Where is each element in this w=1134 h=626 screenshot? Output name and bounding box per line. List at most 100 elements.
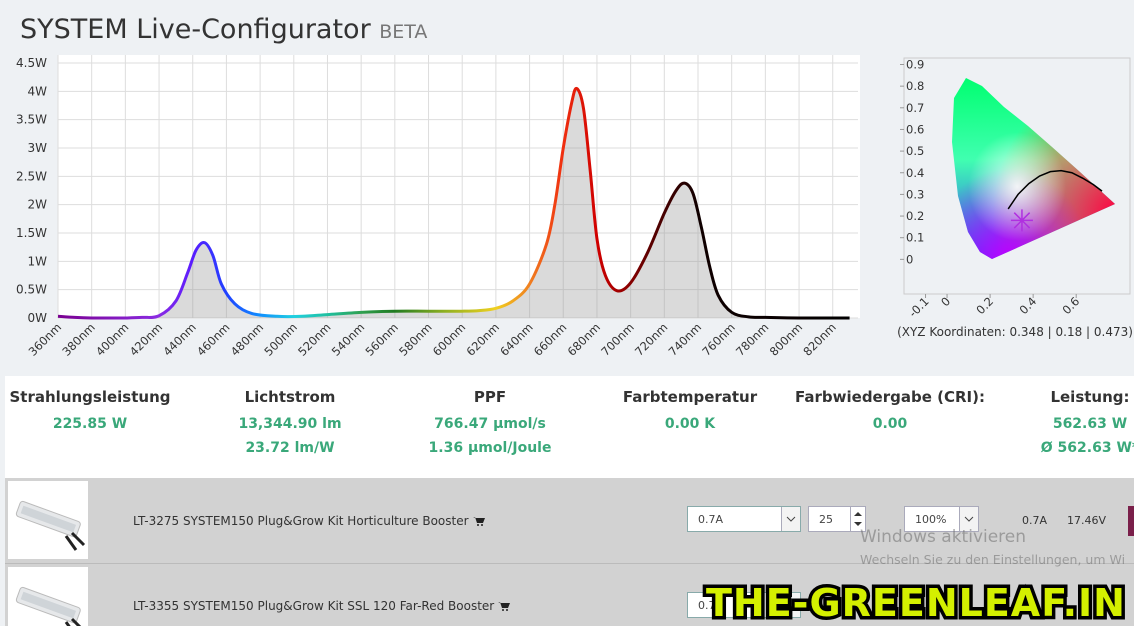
stat-value: 225.85 W	[52, 416, 128, 432]
y-tick-label: 1W	[28, 254, 48, 268]
y-tick-label: 0.4	[906, 166, 924, 180]
dim-value: 100%	[915, 513, 947, 526]
x-tick-label: 760nm	[699, 320, 738, 359]
y-tick-label: 0.8	[906, 79, 924, 93]
cie-chart: 0 0.1 0.2 0.3 0.4 0.5 0.6 0.7 0.8 0.9 -0.1 0 0.2 0.4 0…	[900, 57, 1131, 320]
y-tick-label: 0.1	[906, 231, 924, 245]
volts: 17.46V	[1067, 514, 1107, 527]
x-tick-label: 620nm	[464, 320, 503, 359]
x-tick-label: 400nm	[93, 320, 132, 359]
x-tick-label: -0.1	[906, 294, 932, 320]
select-caret	[781, 593, 800, 617]
watermark-text: Wechseln Sie zu den Einstellungen, um Wi	[860, 552, 1126, 567]
y-tick-label: 3.5W	[16, 113, 47, 127]
stat-value: 0.00 K	[664, 416, 716, 432]
x-tick-label: 800nm	[767, 320, 806, 359]
product-row: LT-3275 SYSTEM150 Plug&Grow Kit Horticul…	[5, 478, 1134, 564]
x-tick-label: 520nm	[295, 320, 334, 359]
x-tick-label: 440nm	[160, 320, 199, 359]
dim-select[interactable]: 100%	[904, 506, 979, 532]
stat-value: 13,344.90 lm	[238, 416, 342, 432]
x-tick-label: 820nm	[800, 320, 839, 359]
cie-gamut	[952, 78, 1115, 259]
y-tick-label: 4.5W	[16, 56, 47, 70]
stat-value: 0.00	[872, 416, 908, 432]
x-tick-label: 580nm	[396, 320, 435, 359]
y-tick-label: 0.5	[906, 144, 924, 158]
x-tick-label: 420nm	[127, 320, 166, 359]
stat-label: Farbtemperatur	[622, 388, 758, 406]
stat-label: Leistung:	[1050, 388, 1130, 406]
product-name: LT-3355 SYSTEM150 Plug&Grow Kit SSL 120 …	[133, 599, 511, 613]
stat: Lichtstrom 13,344.90 lm 23.72 lm/W	[190, 388, 390, 460]
title-text: SYSTEM Live-Configurator	[20, 14, 371, 45]
product-name-text: LT-3275 SYSTEM150 Plug&Grow Kit Horticul…	[133, 514, 469, 528]
y-tick-label: 2W	[28, 198, 48, 212]
color-point	[1010, 209, 1033, 232]
current-value: 0.7A	[698, 513, 724, 526]
count-input[interactable]: 25	[808, 506, 866, 532]
x-tick-label: 0	[938, 294, 953, 309]
current-select[interactable]: 0.7A	[687, 506, 801, 532]
x-tick-label: 380nm	[59, 320, 98, 359]
x-tick-label: 0.6	[1059, 294, 1082, 317]
x-tick-label: 600nm	[430, 320, 469, 359]
stat-label: Lichtstrom	[244, 388, 336, 406]
y-tick-label: 0.9	[906, 57, 924, 71]
stat-label: Farbwiedergabe (CRI):	[795, 388, 985, 406]
x-tick-label: 0.4	[1016, 294, 1039, 317]
logo: THE-GREENLEAF.IN	[703, 578, 1129, 626]
select-caret	[781, 507, 800, 531]
stat: Leistung: 562.63 W Ø 562.63 W*	[990, 388, 1134, 460]
stat-value: 23.72 lm/W	[245, 440, 335, 456]
current-select[interactable]: 0.7A	[687, 592, 801, 618]
y-tick-label: 0	[906, 252, 913, 266]
stat: Farbwiedergabe (CRI): 0.00	[790, 388, 990, 436]
cie-frame	[903, 57, 1131, 295]
y-tick-label: 0.6	[906, 122, 924, 136]
stat-value: 766.47 µmol/s	[434, 416, 546, 432]
amps: 0.7A	[1022, 514, 1048, 527]
planck-locus	[1007, 169, 1103, 210]
y-tick-label: 3W	[28, 141, 48, 155]
spectrum-area	[58, 88, 850, 319]
y-tick-label: 2.5W	[16, 169, 47, 183]
plot-area	[58, 55, 860, 318]
product-image	[8, 481, 88, 559]
spectrum-chart: 0W 0.5W 1W 1.5W 2W 2.5W 3W 3.5W 4W 4.5W 360nm380nm…	[16, 55, 860, 359]
x-tick-label: 360nm	[26, 320, 65, 359]
logo-text: THE-GREENLEAF.IN	[706, 581, 1126, 625]
x-tick-label: 740nm	[666, 320, 705, 359]
y-tick-label: 4W	[28, 84, 48, 98]
page-title: SYSTEM Live-Configurator BETA	[20, 14, 427, 45]
beta-badge: BETA	[379, 21, 428, 43]
x-tick-label: 500nm	[261, 320, 300, 359]
side-button[interactable]	[1128, 506, 1134, 536]
stat: PPF 766.47 µmol/s 1.36 µmol/Joule	[390, 388, 590, 460]
x-tick-label: 480nm	[228, 320, 267, 359]
x-tick-label: 680nm	[565, 320, 604, 359]
select-caret	[959, 507, 978, 531]
stats-panel: Strahlungsleistung 225.85 W Lichtstrom 13,3…	[5, 376, 1134, 478]
stat-value: Ø 562.63 W*	[1040, 440, 1134, 456]
y-tick-label: 1.5W	[16, 226, 47, 240]
product-image	[8, 567, 88, 626]
x-tick-label: 540nm	[329, 320, 368, 359]
stat-label: Strahlungsleistung	[9, 388, 171, 406]
stat-label: PPF	[473, 388, 507, 406]
x-tick-label: 560nm	[362, 320, 401, 359]
spectrum-line	[57, 86, 850, 320]
y-tick-label: 0.5W	[16, 283, 47, 297]
x-tick-label: 0.2	[973, 294, 996, 317]
count-value: 25	[819, 513, 833, 526]
product-name: LT-3275 SYSTEM150 Plug&Grow Kit Horticul…	[133, 514, 485, 528]
product-row: LT-3355 SYSTEM150 Plug&Grow Kit SSL 120 …	[5, 564, 1134, 626]
x-tick-label: 460nm	[194, 320, 233, 359]
stat: Farbtemperatur 0.00 K	[590, 388, 790, 436]
x-tick-label: 660nm	[531, 320, 570, 359]
x-tick-label: 720nm	[632, 320, 671, 359]
stat-value: 1.36 µmol/Joule	[428, 440, 552, 456]
x-tick-label: 640nm	[497, 320, 536, 359]
charts: 0W 0.5W 1W 1.5W 2W 2.5W 3W 3.5W 4W 4.5W 360nm380nm…	[16, 55, 1133, 359]
current-value: 0.7A	[698, 599, 724, 612]
